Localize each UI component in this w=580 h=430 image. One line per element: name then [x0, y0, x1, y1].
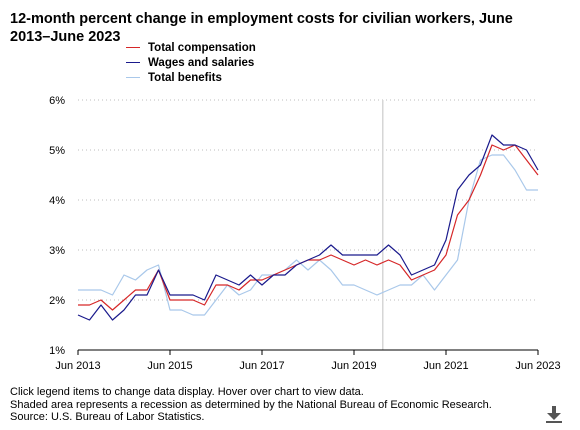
legend-label-total-benefits: Total benefits: [148, 71, 222, 84]
axes: 1% 2% 3% 4% 5% 6% Jun 2013 Jun 2015 Jun 2017 Jun …: [49, 95, 561, 372]
y-tick-label: 4%: [49, 195, 65, 207]
legend-label-wages-and-salaries: Wages and salaries: [148, 56, 255, 69]
x-tick-label: Jun 2017: [239, 360, 284, 372]
series-line-wages-and-salaries[interactable]: [77, 134, 539, 321]
chart-footer: Click legend items to change data displa…: [10, 386, 550, 424]
legend-swatch-total-compensation: [126, 47, 140, 48]
x-tick-label: Jun 2021: [423, 360, 468, 372]
series-line-total-benefits[interactable]: [78, 154, 538, 316]
line-chart[interactable]: 1% 2% 3% 4% 5% 6% Jun 2013 Jun 2015 Jun 2017 Jun …: [0, 0, 580, 384]
legend-swatch-wages-and-salaries: [126, 62, 140, 63]
grid-lines: [78, 99, 538, 301]
series-lines[interactable]: [77, 134, 539, 321]
y-tick-label: 2%: [49, 295, 65, 307]
x-tick-label: Jun 2019: [331, 360, 376, 372]
legend-item-total-compensation[interactable]: Total compensation: [126, 40, 256, 55]
legend-item-wages-and-salaries[interactable]: Wages and salaries: [126, 55, 256, 70]
legend-label-total-compensation: Total compensation: [148, 41, 256, 54]
x-tick-label: Jun 2023: [515, 360, 560, 372]
chart-title: 12-month percent change in employment co…: [10, 11, 513, 45]
footer-note-interaction: Click legend items to change data displa…: [10, 386, 364, 398]
x-tick-label: Jun 2013: [55, 360, 100, 372]
download-icon[interactable]: [544, 404, 564, 424]
legend-item-total-benefits[interactable]: Total benefits: [126, 70, 256, 85]
footer-source: Source: U.S. Bureau of Labor Statistics.: [10, 411, 205, 423]
y-tick-label: 1%: [49, 345, 65, 357]
footer-note-recession: Shaded area represents a recession as de…: [10, 398, 492, 411]
y-tick-label: 3%: [49, 245, 65, 257]
legend-swatch-total-benefits: [126, 77, 140, 78]
series-line-total-compensation[interactable]: [78, 144, 539, 311]
x-tick-label: Jun 2015: [147, 360, 192, 372]
y-tick-label: 6%: [49, 95, 65, 107]
chart-legend: Total compensation Wages and salaries To…: [126, 40, 256, 85]
y-tick-label: 5%: [49, 145, 65, 157]
